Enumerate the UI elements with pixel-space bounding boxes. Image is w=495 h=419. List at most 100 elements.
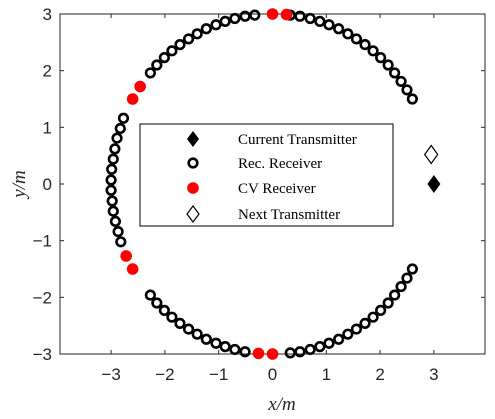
cv-receiver-point xyxy=(120,250,132,262)
rec-receiver-point xyxy=(350,323,363,335)
rec-receiver-point xyxy=(105,174,117,186)
rec-receiver-point xyxy=(158,304,170,316)
x-tick-label: 3 xyxy=(429,365,438,384)
rec-receiver-point xyxy=(323,337,335,349)
rec-receiver-point xyxy=(107,153,119,165)
rec-receiver-point xyxy=(182,33,195,45)
next-transmitter-point xyxy=(423,144,439,165)
rec-receiver-point xyxy=(182,323,195,335)
legend-marker-next-transmitter xyxy=(186,205,200,223)
rec-receiver-point xyxy=(382,59,394,71)
rec-receiver-point xyxy=(210,337,222,349)
rec-receiver-point xyxy=(210,19,222,31)
rec-receiver-point xyxy=(114,122,126,135)
rec-receiver-point xyxy=(144,289,156,301)
rec-receiver-point xyxy=(342,28,354,40)
legend-marker-current-transmitter xyxy=(187,131,199,147)
rec-receiver-point xyxy=(219,15,231,27)
rec-receiver-point xyxy=(107,205,119,217)
legend-marker-rec-receiver xyxy=(187,157,199,169)
rec-receiver-point xyxy=(359,38,371,51)
rec-receiver-point xyxy=(191,328,203,340)
cv-receiver-point xyxy=(266,8,279,20)
rec-receiver-point xyxy=(333,333,345,345)
x-tick-label: 1 xyxy=(322,365,331,384)
rec-receiver-point xyxy=(151,59,163,71)
rec-receiver-point xyxy=(401,84,413,96)
rec-receiver-point xyxy=(174,317,186,330)
legend-label-current-transmitter: Current Transmitter xyxy=(238,132,357,148)
y-tick-label: −2 xyxy=(33,288,52,307)
rec-receiver-point xyxy=(166,311,178,323)
rec-receiver-point xyxy=(401,272,413,284)
rec-receiver-point xyxy=(367,311,379,323)
rec-receiver-point xyxy=(166,45,178,57)
rec-receiver-point xyxy=(109,143,121,155)
cv-receiver-point xyxy=(280,8,293,21)
rec-receiver-point xyxy=(200,333,212,345)
rec-receiver-point xyxy=(239,10,251,22)
rec-receiver-point xyxy=(333,23,345,35)
legend-label-cv-receiver: CV Receiver xyxy=(238,181,316,197)
y-tick-label: 3 xyxy=(43,5,52,24)
rec-receiver-point xyxy=(395,75,407,88)
rec-receiver-point xyxy=(144,67,156,79)
rec-receiver-point xyxy=(109,215,122,227)
rec-receiver-point xyxy=(323,19,335,31)
cv-receiver-point xyxy=(134,80,146,93)
rec-receiver-point xyxy=(395,280,407,293)
rec-receiver-point xyxy=(174,38,186,51)
cv-receiver-point xyxy=(252,347,265,360)
y-tick-label: 1 xyxy=(43,118,52,137)
y-tick-label: 0 xyxy=(43,175,52,194)
legend-box xyxy=(139,123,394,227)
rec-receiver-point xyxy=(115,236,127,248)
cv-receiver-point xyxy=(126,263,139,275)
rec-receiver-point xyxy=(200,23,212,35)
rec-receiver-point xyxy=(375,52,387,64)
rec-receiver-point xyxy=(158,52,170,64)
y-tick-label: −1 xyxy=(33,232,52,251)
x-axis-label: x/m xyxy=(267,394,295,415)
rec-receiver-point xyxy=(406,93,418,105)
legend: Current Transmitter Rec. Receiver CV Rec… xyxy=(139,123,394,227)
x-tick-label: −2 xyxy=(155,365,174,384)
rec-receiver-point xyxy=(359,317,371,330)
cv-receiver-point xyxy=(266,348,279,360)
rec-receiver-point xyxy=(105,184,117,196)
rec-receiver-point xyxy=(191,28,203,40)
cv-receiver-point xyxy=(126,93,139,105)
rec-receiver-point xyxy=(111,132,123,144)
points xyxy=(105,8,441,360)
legend-label-rec-receiver: Rec. Receiver xyxy=(238,156,322,172)
legend-marker-cv-receiver xyxy=(187,182,199,194)
rec-receiver-point xyxy=(314,341,326,353)
rec-receiver-point xyxy=(219,341,231,353)
rec-receiver-point xyxy=(117,112,130,124)
current-transmitter-point xyxy=(427,175,441,193)
x-tick-label: 2 xyxy=(375,365,384,384)
rec-receiver-point xyxy=(294,346,306,358)
legend-label-next-transmitter: Next Transmitter xyxy=(238,207,340,223)
rec-receiver-point xyxy=(112,226,124,238)
y-tick-label: −3 xyxy=(33,345,52,364)
rec-receiver-point xyxy=(229,343,241,356)
x-tick-label: −1 xyxy=(209,365,228,384)
rec-receiver-point xyxy=(350,33,363,45)
rec-receiver-point xyxy=(304,12,316,25)
rec-receiver-point xyxy=(239,346,251,358)
rec-receiver-point xyxy=(342,328,354,340)
rec-receiver-point xyxy=(106,195,118,207)
rec-receiver-point xyxy=(389,289,401,301)
rec-receiver-point xyxy=(389,67,401,79)
rec-receiver-point xyxy=(151,297,163,309)
y-axis-label: y/m xyxy=(9,170,30,199)
rec-receiver-point xyxy=(314,15,326,27)
rec-receiver-point xyxy=(375,304,387,316)
rec-receiver-point xyxy=(229,12,241,25)
x-tick-label: 0 xyxy=(268,365,277,384)
rec-receiver-point xyxy=(304,343,316,356)
rec-receiver-point xyxy=(406,263,418,275)
rec-receiver-point xyxy=(367,45,379,57)
